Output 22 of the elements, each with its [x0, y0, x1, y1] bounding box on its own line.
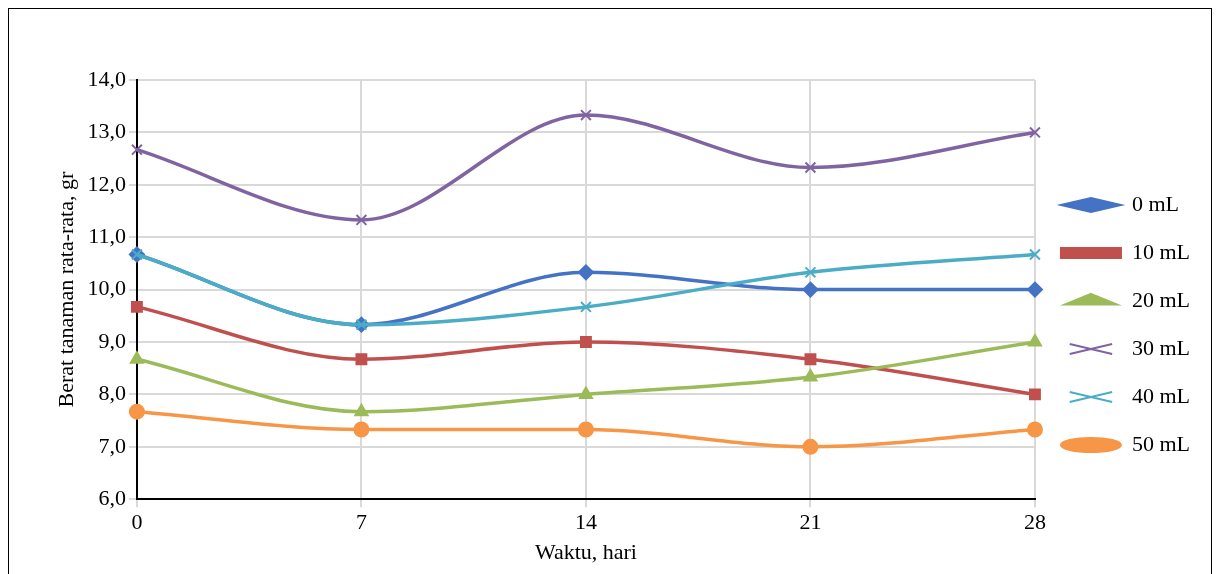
x-tick-label: 28 — [1023, 509, 1046, 535]
y-tick-label: 8,0 — [98, 380, 126, 406]
legend-label: 40 mL — [1131, 382, 1191, 408]
y-tick-label: 13,0 — [87, 118, 126, 144]
x-tick-label: 0 — [131, 509, 143, 535]
legend-label: 20 mL — [1131, 286, 1191, 312]
y-tick-label: 14,0 — [87, 65, 126, 91]
legend-label: 10 mL — [1131, 238, 1191, 264]
x-tick-label: 21 — [799, 509, 822, 535]
legend-label: 30 mL — [1131, 334, 1191, 360]
y-axis-title: Berat tanaman rata-rata, gr — [52, 171, 78, 408]
y-tick-label: 6,0 — [98, 484, 126, 510]
x-tick-label: 7 — [355, 509, 367, 535]
x-axis-title: Waktu, hari — [534, 538, 637, 564]
y-tick-label: 11,0 — [88, 222, 126, 248]
x-tick-label: 14 — [574, 509, 597, 535]
y-tick-label: 12,0 — [87, 170, 126, 196]
legend-label: 0 mL — [1131, 190, 1180, 216]
legend-label: 50 mL — [1131, 430, 1191, 456]
y-tick-label: 9,0 — [98, 327, 126, 353]
y-tick-label: 7,0 — [98, 432, 126, 458]
y-tick-label: 10,0 — [87, 275, 126, 301]
